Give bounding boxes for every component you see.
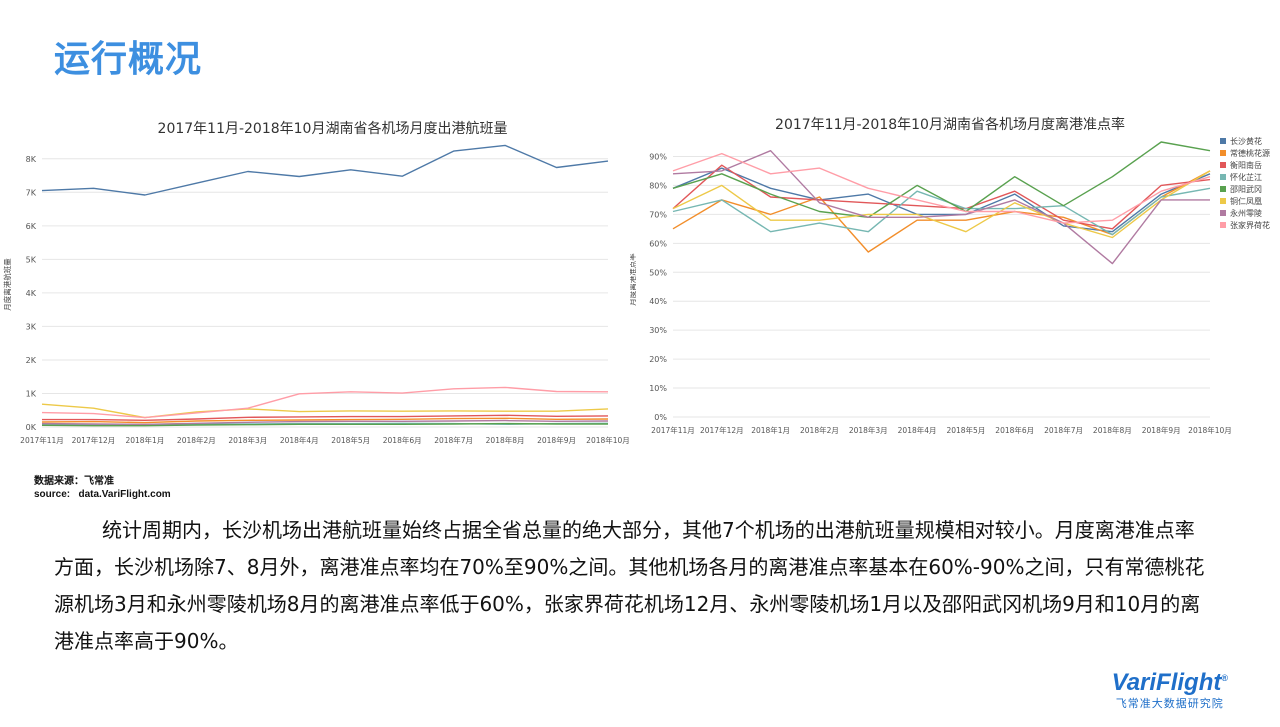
series-line	[41, 419, 609, 425]
y-tick-label: 0K	[26, 423, 37, 432]
chart-title: 2017年11月-2018年10月湖南省各机场月度离港准点率	[775, 117, 1125, 133]
series-line	[672, 170, 1211, 253]
x-tick-label: 2017年11月	[20, 435, 64, 445]
legend-swatch	[1220, 186, 1226, 192]
x-tick-label: 2018年7月	[1044, 425, 1083, 435]
series-line	[672, 187, 1211, 236]
legend-swatch	[1220, 222, 1226, 228]
series-line	[672, 164, 1211, 230]
y-tick-label: 50%	[649, 268, 667, 277]
x-tick-label: 2017年11月	[651, 425, 695, 435]
x-tick-label: 2018年1月	[125, 435, 164, 445]
variflight-logo: VariFlight® 飞常准大数据研究院	[1112, 669, 1228, 711]
x-tick-label: 2018年8月	[1093, 425, 1132, 435]
x-tick-label: 2018年4月	[898, 425, 937, 435]
x-tick-label: 2018年6月	[995, 425, 1034, 435]
logo-subtitle: 飞常准大数据研究院	[1115, 698, 1224, 710]
y-tick-label: 2K	[26, 356, 37, 365]
legend-swatch	[1220, 198, 1226, 204]
legend-label: 张家界荷花	[1230, 220, 1270, 230]
y-tick-label: 60%	[649, 239, 667, 248]
x-tick-label: 2018年3月	[849, 425, 888, 435]
legend-label: 永州零陵	[1230, 208, 1262, 218]
x-tick-label: 2018年8月	[486, 435, 525, 445]
flight-volume-chart: 2017年11月-2018年10月湖南省各机场月度出港航班量 0K 1K 2K 3K 4…	[0, 110, 635, 455]
y-tick-label: 0%	[654, 413, 667, 422]
x-tick-label: 2018年1月	[751, 425, 790, 435]
x-tick-label: 2018年10月	[1188, 425, 1232, 435]
flight-volume-plot: 0K 1K 2K 3K 4K 5K 6K 7K 8K 2017年11月 2017年12月 2018年1…	[2, 144, 630, 445]
x-tick-label: 2017年12月	[700, 425, 744, 435]
y-axis-label: 月度离港航班量	[2, 258, 12, 311]
legend-swatch	[1220, 150, 1226, 156]
y-tick-label: 7K	[26, 188, 37, 197]
x-tick-label: 2018年7月	[434, 435, 473, 445]
y-tick-label: 30%	[649, 326, 667, 335]
series-line	[672, 150, 1210, 265]
y-tick-label: 5K	[26, 255, 37, 264]
y-tick-label: 6K	[26, 222, 37, 231]
chart-title: 2017年11月-2018年10月湖南省各机场月度出港航班量	[157, 121, 508, 137]
y-tick-label: 80%	[649, 181, 667, 190]
data-source-note: 数据来源：飞常准 source: data.VariFlight.com	[34, 475, 171, 501]
on-time-rate-chart: 2017年11月-2018年10月湖南省各机场月度离港准点率 0% 10% 20% 3…	[627, 108, 1280, 453]
series-line	[672, 141, 1211, 219]
source-line-cn: 数据来源：飞常准	[34, 476, 114, 487]
x-tick-label: 2018年4月	[280, 435, 319, 445]
legend-label: 铜仁凤凰	[1230, 196, 1262, 206]
legend-label: 邵阳武冈	[1230, 184, 1262, 194]
y-axis-label: 月度离港准点率	[630, 253, 637, 306]
series-line	[672, 152, 1211, 224]
series-line	[42, 414, 609, 421]
y-tick-label: 4K	[26, 289, 37, 298]
series-line	[41, 422, 608, 427]
y-tick-label: 70%	[649, 210, 667, 219]
x-tick-label: 2018年6月	[383, 435, 422, 445]
summary-paragraph: 统计周期内，长沙机场出港航班量始终占据全省总量的绝大部分，其他7个机场的出港航班…	[54, 518, 1205, 653]
legend-label: 怀化芷江	[1230, 172, 1262, 182]
logo-wordmark: VariFlight®	[1111, 669, 1228, 696]
series-line	[41, 386, 609, 419]
source-line-en: source: data.VariFlight.com	[34, 489, 171, 500]
series-line	[41, 403, 609, 419]
y-tick-label: 1K	[26, 389, 37, 398]
series-line	[672, 167, 1211, 233]
series-line	[672, 170, 1211, 239]
x-tick-label: 2018年2月	[177, 435, 216, 445]
legend-label: 常德桃花源	[1230, 148, 1270, 158]
page-title: 运行概况	[54, 39, 203, 80]
y-tick-label: 20%	[649, 355, 667, 364]
y-tick-label: 10%	[649, 384, 667, 393]
series-line	[41, 417, 609, 424]
x-tick-label: 2018年5月	[331, 435, 370, 445]
x-tick-label: 2018年3月	[228, 435, 267, 445]
y-tick-label: 40%	[649, 297, 667, 306]
legend-label: 长沙黄花	[1230, 136, 1262, 146]
x-tick-label: 2017年12月	[72, 435, 116, 445]
series-line	[41, 144, 609, 196]
x-tick-label: 2018年5月	[946, 425, 985, 435]
x-tick-label: 2018年9月	[537, 435, 576, 445]
legend-label: 衡阳南岳	[1230, 160, 1262, 170]
y-tick-label: 3K	[26, 322, 37, 331]
x-tick-label: 2018年2月	[800, 425, 839, 435]
y-tick-label: 90%	[649, 152, 667, 161]
legend-swatch	[1220, 162, 1226, 168]
x-tick-label: 2018年10月	[586, 435, 630, 445]
x-tick-label: 2018年9月	[1142, 425, 1181, 435]
legend-swatch	[1220, 210, 1226, 216]
on-time-rate-plot: 0% 10% 20% 30% 40% 50% 60% 70% 80% 90% 2017年11月 201…	[627, 136, 1270, 435]
legend-swatch	[1220, 174, 1226, 180]
legend-swatch	[1220, 138, 1226, 144]
y-tick-label: 8K	[26, 155, 37, 164]
